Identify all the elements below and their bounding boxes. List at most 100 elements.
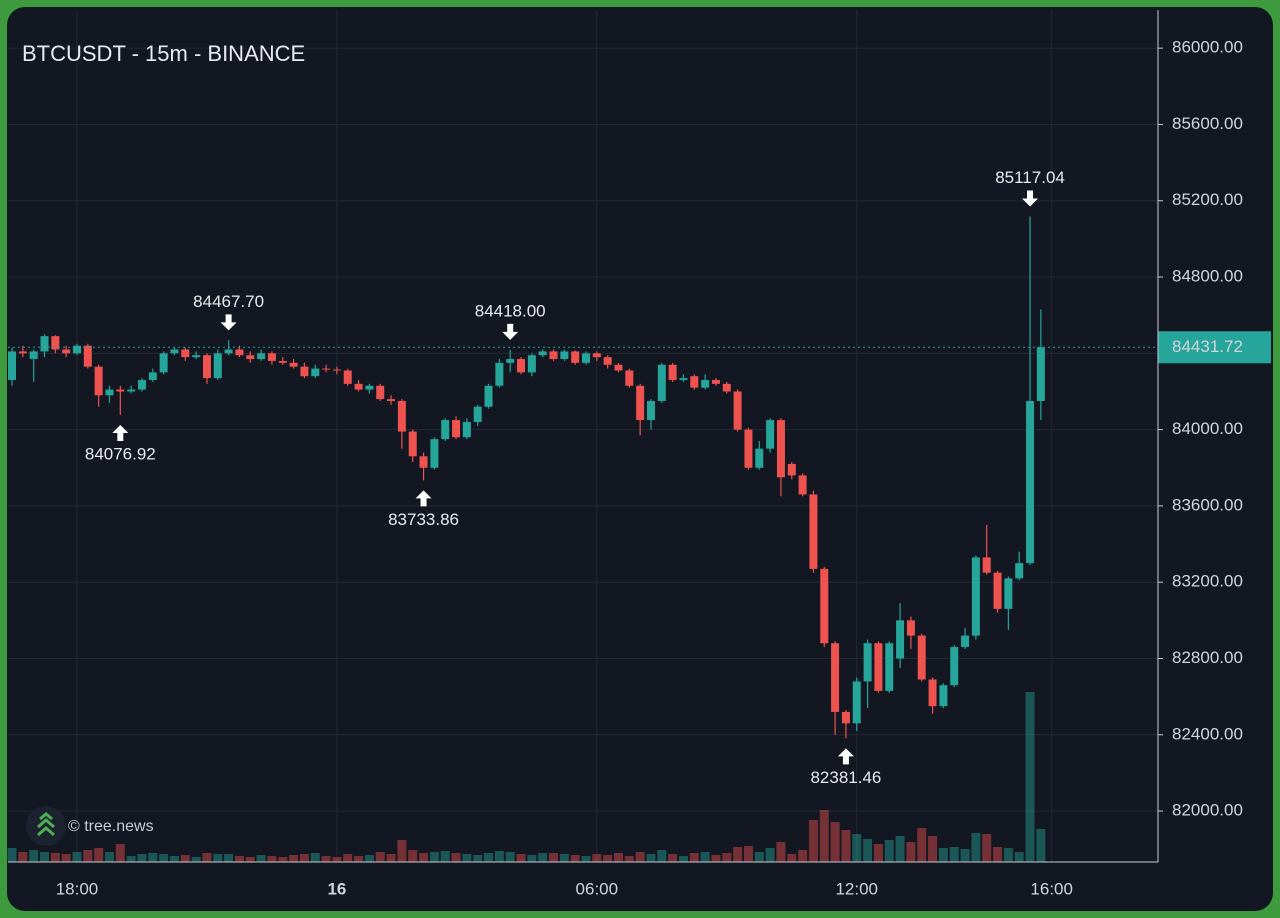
candle-body <box>484 385 493 407</box>
volume-bar <box>256 855 266 862</box>
volume-bar <box>798 850 808 862</box>
volume-bar <box>722 853 732 862</box>
candle-body <box>72 345 81 354</box>
candle-body <box>982 557 991 573</box>
candle-body <box>1026 401 1035 564</box>
candle-body <box>192 355 201 358</box>
volume-bar <box>765 848 775 862</box>
marker-arrow <box>415 490 432 507</box>
volume-bar <box>917 828 927 862</box>
candle-body <box>1036 347 1045 402</box>
volume-bar <box>624 856 634 862</box>
candle-body <box>798 475 807 495</box>
candle-body <box>722 383 731 392</box>
volume-bar <box>310 853 320 862</box>
candle-body <box>257 353 266 360</box>
candle-body <box>874 643 883 691</box>
marker-arrow <box>837 748 854 765</box>
volume-bar <box>549 853 559 862</box>
candle-body <box>452 420 461 438</box>
candle-layer <box>8 216 1045 739</box>
candle-body <box>701 380 710 388</box>
volume-bar <box>776 842 786 862</box>
candle-body <box>950 647 959 686</box>
volume-bar <box>169 856 179 862</box>
y-tick-label: 82800.00 <box>1172 648 1243 667</box>
volume-bar <box>213 854 223 862</box>
volume-bar <box>1025 692 1035 862</box>
candle-body <box>744 429 753 468</box>
candle-body <box>625 370 634 386</box>
volume-bar <box>971 833 981 862</box>
y-tick-label: 82400.00 <box>1172 724 1243 743</box>
x-tick-label: 12:00 <box>835 879 878 898</box>
candle-body <box>441 420 450 440</box>
volume-bar <box>538 853 548 862</box>
watermark-chevrons <box>37 812 55 837</box>
volume-bar <box>960 849 970 862</box>
candle-body <box>419 456 428 468</box>
y-tick-label: 84800.00 <box>1172 267 1243 286</box>
watermark-icon <box>26 806 66 846</box>
volume-bar <box>234 856 244 862</box>
volume-bar <box>159 854 169 862</box>
volume-bar <box>993 847 1003 862</box>
candle-body <box>62 349 71 354</box>
volume-bar <box>570 855 580 862</box>
volume-bar <box>137 854 147 862</box>
volume-bar <box>451 853 461 862</box>
candle-body <box>841 711 850 724</box>
volume-bar <box>657 850 667 862</box>
volume-bar <box>484 853 494 862</box>
volume-bar <box>1014 852 1024 862</box>
candle-body <box>592 353 601 358</box>
volume-bar <box>397 840 407 862</box>
volume-bar <box>343 854 353 862</box>
candle-body <box>549 351 558 360</box>
candle-body <box>863 643 872 682</box>
volume-bar <box>180 855 190 862</box>
candle-body <box>668 364 677 381</box>
volume-bar <box>7 848 17 862</box>
candle-body <box>711 380 720 384</box>
volume-bar <box>1003 848 1013 862</box>
panel <box>7 7 1273 911</box>
y-tick-label: 84000.00 <box>1172 419 1243 438</box>
volume-bar <box>982 834 992 862</box>
marker-label: 84076.92 <box>85 444 156 463</box>
candle-body <box>235 349 244 356</box>
volume-bar <box>559 854 569 862</box>
marker-label: 83733.86 <box>388 510 459 529</box>
volume-bar <box>278 857 288 862</box>
volume-bar <box>386 854 396 862</box>
candle-body <box>809 494 818 569</box>
volume-bar <box>592 854 602 862</box>
volume-bar <box>267 856 277 862</box>
candle-body <box>29 351 38 360</box>
candle-body <box>94 366 103 396</box>
volume-bar <box>364 855 374 862</box>
volume-bar <box>115 844 125 862</box>
marker-arrow <box>220 314 237 331</box>
candle-body <box>636 385 645 421</box>
candle-body <box>787 463 796 476</box>
marker-label: 85117.04 <box>995 168 1065 187</box>
volume-bar <box>603 855 613 862</box>
candle-body <box>1015 563 1024 579</box>
candle-body <box>116 389 125 392</box>
y-tick-label: 85200.00 <box>1172 190 1243 209</box>
volume-bar <box>873 844 883 862</box>
volume-bar <box>94 848 104 862</box>
y-tick-label: 83600.00 <box>1172 495 1243 514</box>
marker-label: 84467.70 <box>193 292 264 311</box>
candle-body <box>376 385 385 400</box>
volume-bar <box>711 855 721 862</box>
volume-bar <box>289 855 299 862</box>
candle-body <box>527 355 536 373</box>
candle-body <box>766 420 775 449</box>
candle-body <box>820 568 829 644</box>
volume-bar <box>299 854 309 862</box>
volume-bar <box>949 847 959 862</box>
